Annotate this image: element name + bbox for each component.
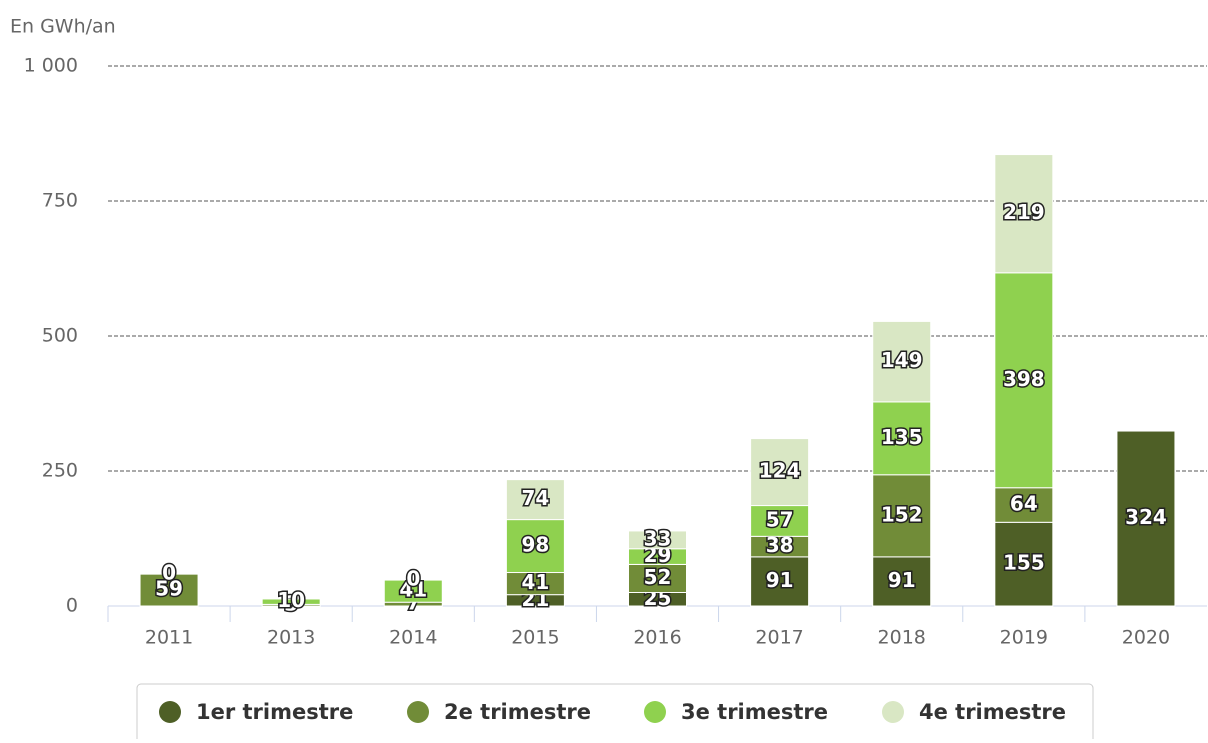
bar-segment (505, 479, 565, 521)
legend-marker (159, 701, 181, 723)
x-tick-label: 2020 (1122, 627, 1170, 649)
y-tick-label: 500 (42, 325, 78, 347)
x-tick-label: 2019 (1000, 627, 1048, 649)
bar-segment (261, 598, 321, 605)
bar-segment (383, 579, 443, 603)
x-tick-label: 2013 (267, 627, 315, 649)
legend-label: 4e trimestre (919, 700, 1066, 724)
data-label: 124 (759, 459, 801, 483)
data-label: 398 (1003, 367, 1045, 391)
x-tick-label: 2014 (389, 627, 437, 649)
data-label: 324 (1125, 505, 1167, 529)
data-label: 152 (881, 502, 923, 526)
data-label: 57 (766, 507, 794, 531)
data-label: 64 (1010, 492, 1038, 516)
bar-segment (1116, 430, 1176, 607)
bar-segment (750, 505, 810, 537)
data-label: 219 (1003, 200, 1045, 224)
bar-segment (139, 573, 199, 607)
y-tick-label: 1 000 (24, 55, 78, 77)
data-label: 91 (766, 568, 794, 592)
bar-segment (872, 474, 932, 558)
x-tick-label: 2011 (145, 627, 193, 649)
x-tick-label: 2017 (755, 627, 803, 649)
x-tick-label: 2018 (878, 627, 926, 649)
bar-segment (872, 401, 932, 476)
bar-segment (872, 320, 932, 403)
data-label: 33 (644, 526, 672, 550)
legend-box (136, 683, 1094, 743)
data-label: 10 (277, 588, 305, 612)
bar-segment (750, 556, 810, 607)
data-label: 41 (399, 578, 427, 602)
data-label: 155 (1003, 551, 1045, 575)
y-tick-label: 0 (66, 595, 78, 617)
axis-title: En GWh/an (10, 16, 116, 38)
legend-label: 1er trimestre (196, 700, 353, 724)
data-label: 74 (521, 486, 549, 510)
data-label: 0 (406, 567, 420, 591)
legend-label: 2e trimestre (444, 700, 591, 724)
data-label: 91 (888, 568, 916, 592)
legend-marker (407, 701, 429, 723)
data-label: 41 (521, 570, 549, 594)
data-label: 98 (521, 533, 549, 557)
bar-segment (872, 556, 932, 607)
bar-segment (994, 154, 1054, 274)
legend-marker (644, 701, 666, 723)
legend-marker (882, 701, 904, 723)
data-label: 135 (881, 425, 923, 449)
bar-segment (750, 438, 810, 507)
data-label: 149 (881, 348, 923, 372)
bar-segment (994, 521, 1054, 607)
x-tick-label: 2016 (633, 627, 681, 649)
y-tick-label: 250 (42, 460, 78, 482)
data-label: 38 (766, 533, 794, 557)
bar-segment (628, 563, 687, 593)
data-label: 59 (155, 577, 183, 601)
y-tick-label: 750 (42, 190, 78, 212)
bar-segment (994, 487, 1054, 523)
data-label: 52 (644, 565, 672, 589)
x-tick-label: 2015 (511, 627, 559, 649)
data-label: 0 (162, 561, 176, 585)
bar-segment (505, 519, 565, 574)
bar-segment (994, 272, 1054, 489)
legend-label: 3e trimestre (681, 700, 828, 724)
bar-segment (628, 530, 687, 550)
